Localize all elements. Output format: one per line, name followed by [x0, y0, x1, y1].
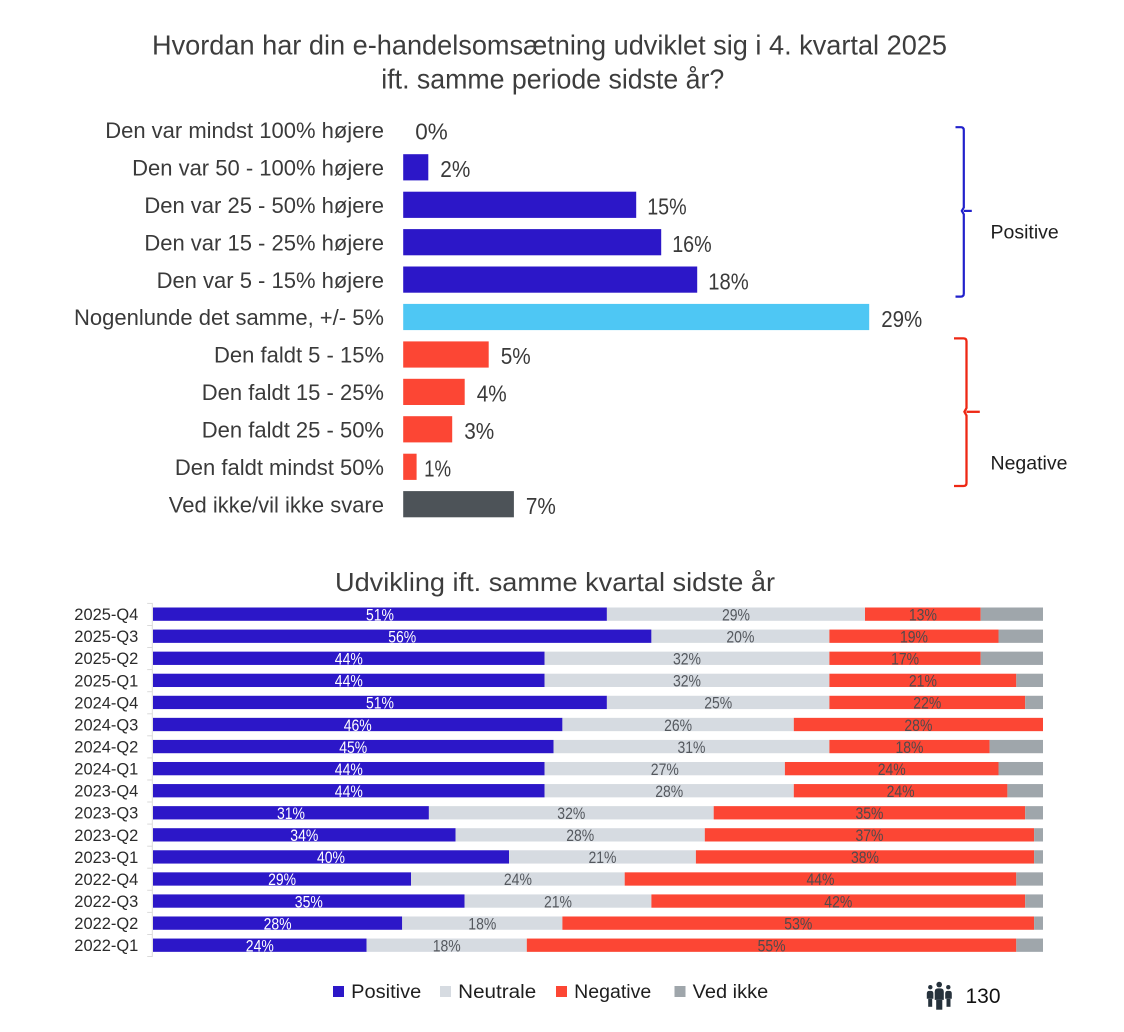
svg-text:2024-Q3: 2024-Q3	[74, 716, 138, 735]
svg-text:Den faldt 5 - 15%: Den faldt 5 - 15%	[214, 343, 384, 368]
svg-text:53%: 53%	[784, 915, 812, 933]
svg-text:17%: 17%	[891, 651, 919, 669]
svg-text:16%: 16%	[672, 231, 712, 257]
svg-text:Den var 25 - 50% højere: Den var 25 - 50% højere	[144, 193, 384, 218]
svg-text:31%: 31%	[277, 805, 305, 823]
svg-text:42%: 42%	[824, 893, 852, 911]
svg-text:Positive: Positive	[991, 222, 1059, 244]
svg-text:18%: 18%	[708, 268, 749, 294]
svg-text:35%: 35%	[295, 893, 323, 911]
svg-text:2025-Q4: 2025-Q4	[74, 605, 138, 624]
svg-text:38%: 38%	[851, 849, 879, 867]
svg-text:29%: 29%	[268, 871, 296, 889]
svg-text:1%: 1%	[424, 456, 451, 482]
svg-text:Positive: Positive	[351, 982, 421, 1003]
svg-text:2024-Q2: 2024-Q2	[74, 738, 138, 757]
svg-text:44%: 44%	[335, 783, 363, 801]
svg-text:51%: 51%	[366, 695, 394, 713]
svg-text:Den var 15 - 25% højere: Den var 15 - 25% højere	[144, 230, 384, 255]
svg-text:18%: 18%	[468, 915, 496, 933]
svg-text:34%: 34%	[290, 827, 318, 845]
svg-text:2%: 2%	[440, 156, 470, 182]
svg-text:26%: 26%	[664, 717, 692, 735]
svg-text:24%: 24%	[504, 871, 532, 889]
svg-text:Den faldt mindst 50%: Den faldt mindst 50%	[175, 455, 384, 480]
svg-text:2022-Q3: 2022-Q3	[74, 892, 138, 911]
svg-text:Negative: Negative	[991, 453, 1068, 475]
svg-text:28%: 28%	[264, 915, 292, 933]
svg-text:44%: 44%	[807, 871, 835, 889]
svg-text:2023-Q1: 2023-Q1	[74, 848, 138, 867]
svg-text:24%: 24%	[887, 783, 915, 801]
svg-text:2025-Q3: 2025-Q3	[74, 627, 138, 646]
svg-text:Hvordan har din e-handelsomsæt: Hvordan har din e-handelsomsætning udvik…	[152, 30, 947, 61]
svg-text:130: 130	[966, 984, 1001, 1008]
svg-text:15%: 15%	[647, 194, 687, 220]
svg-text:2023-Q3: 2023-Q3	[74, 804, 138, 823]
svg-text:32%: 32%	[673, 673, 701, 691]
svg-text:29%: 29%	[881, 306, 922, 332]
svg-text:Den var 5 - 15% højere: Den var 5 - 15% højere	[157, 268, 384, 293]
svg-text:Den faldt 15 - 25%: Den faldt 15 - 25%	[202, 380, 384, 405]
svg-text:22%: 22%	[913, 695, 941, 713]
svg-text:Ved ikke: Ved ikke	[693, 982, 769, 1003]
svg-text:46%: 46%	[344, 717, 372, 735]
svg-text:29%: 29%	[722, 606, 750, 624]
svg-text:Udvikling ift. samme kvartal s: Udvikling ift. samme kvartal sidste år	[335, 567, 775, 597]
svg-text:ift. samme periode sidste år?: ift. samme periode sidste år?	[381, 64, 724, 95]
svg-text:27%: 27%	[651, 761, 679, 779]
svg-text:56%: 56%	[388, 629, 416, 647]
svg-text:55%: 55%	[758, 937, 786, 955]
svg-text:Den var 50 - 100% højere: Den var 50 - 100% højere	[132, 156, 384, 181]
svg-text:Negative: Negative	[574, 982, 651, 1003]
svg-text:21%: 21%	[909, 673, 937, 691]
svg-text:24%: 24%	[878, 761, 906, 779]
svg-text:45%: 45%	[339, 739, 367, 757]
svg-text:2022-Q2: 2022-Q2	[74, 914, 138, 933]
svg-text:Den var mindst 100% højere: Den var mindst 100% højere	[105, 118, 384, 143]
svg-text:2024-Q4: 2024-Q4	[74, 693, 138, 712]
svg-text:44%: 44%	[335, 673, 363, 691]
svg-text:2025-Q1: 2025-Q1	[74, 671, 138, 690]
svg-text:2024-Q1: 2024-Q1	[74, 760, 138, 779]
svg-text:19%: 19%	[900, 629, 928, 647]
svg-text:18%: 18%	[896, 739, 924, 757]
svg-text:Nogenlunde det samme, +/- 5%: Nogenlunde det samme, +/- 5%	[74, 305, 384, 330]
svg-text:44%: 44%	[335, 651, 363, 669]
svg-text:44%: 44%	[335, 761, 363, 779]
svg-text:37%: 37%	[856, 827, 884, 845]
svg-text:21%: 21%	[544, 893, 572, 911]
svg-text:32%: 32%	[673, 651, 701, 669]
svg-text:7%: 7%	[526, 493, 556, 519]
svg-text:Neutrale: Neutrale	[458, 982, 536, 1003]
svg-text:13%: 13%	[909, 606, 937, 624]
svg-text:28%: 28%	[655, 783, 683, 801]
svg-text:35%: 35%	[856, 805, 884, 823]
svg-text:3%: 3%	[464, 418, 494, 444]
svg-text:28%: 28%	[566, 827, 594, 845]
svg-text:32%: 32%	[557, 805, 585, 823]
svg-text:24%: 24%	[246, 937, 274, 955]
svg-text:2023-Q2: 2023-Q2	[74, 826, 138, 845]
svg-text:Ved ikke/vil ikke svare: Ved ikke/vil ikke svare	[169, 492, 384, 517]
svg-text:2023-Q4: 2023-Q4	[74, 782, 138, 801]
svg-text:Den faldt 25 - 50%: Den faldt 25 - 50%	[202, 418, 384, 443]
svg-text:25%: 25%	[704, 695, 732, 713]
svg-text:2022-Q4: 2022-Q4	[74, 870, 138, 889]
svg-text:4%: 4%	[477, 381, 507, 407]
svg-text:2025-Q2: 2025-Q2	[74, 649, 138, 668]
svg-text:2022-Q1: 2022-Q1	[74, 936, 138, 955]
svg-text:20%: 20%	[726, 629, 754, 647]
svg-text:31%: 31%	[678, 739, 706, 757]
svg-text:18%: 18%	[433, 937, 461, 955]
svg-text:28%: 28%	[904, 717, 932, 735]
svg-text:51%: 51%	[366, 606, 394, 624]
svg-text:40%: 40%	[317, 849, 345, 867]
svg-text:21%: 21%	[589, 849, 617, 867]
svg-text:0%: 0%	[415, 119, 448, 145]
svg-text:5%: 5%	[501, 343, 531, 369]
